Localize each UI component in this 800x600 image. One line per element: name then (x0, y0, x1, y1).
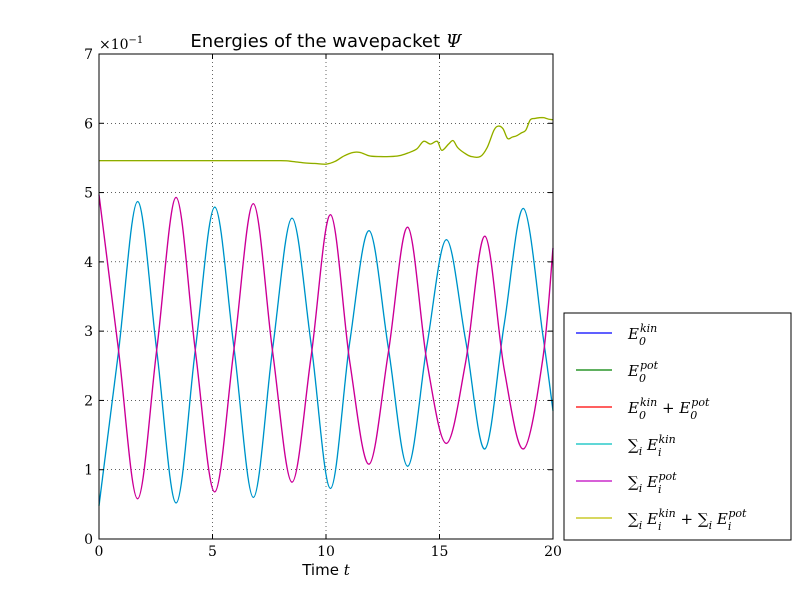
chart-title-symbol: Ψ (446, 31, 463, 52)
y-tick-label: 7 (84, 47, 93, 63)
axis-ticks: 0 5 10 15 20 0 1 2 3 4 5 6 7 (84, 47, 562, 560)
legend-box (563, 312, 792, 541)
y-tick-label: 3 (84, 324, 93, 340)
legend: E0kin E0pot E0kin + E0pot ∑i Eikin ∑i Ei… (563, 312, 792, 541)
x-axis-label-text: Time (301, 561, 343, 579)
x-tick-label: 5 (208, 544, 217, 560)
series-line (98, 200, 554, 506)
x-tick-label: 20 (544, 544, 562, 560)
x-axis-label-var: t (344, 561, 351, 579)
y-scale-factor: ×10−1 (99, 35, 143, 53)
series-line (98, 116, 554, 165)
y-scale-base: ×10 (99, 37, 129, 53)
plot-lines (98, 116, 554, 506)
y-tick-label: 5 (84, 186, 93, 202)
legend-label-sum-pot: ∑i Eipot (628, 470, 677, 496)
x-tick-label: 10 (317, 544, 335, 560)
grid (99, 54, 553, 539)
series-line-overlay (98, 117, 554, 165)
y-tick-label: 6 (84, 116, 93, 132)
legend-label-sum-kin: ∑i Eikin (628, 433, 676, 459)
x-axis-label: Time t (301, 561, 350, 579)
legend-label-total: ∑i Eikin + ∑i Eipot (628, 507, 747, 533)
series-line (98, 194, 554, 500)
series-line-overlay (98, 194, 554, 500)
series-line-overlay (98, 201, 554, 506)
x-tick-label: 15 (431, 544, 449, 560)
y-tick-label: 2 (84, 393, 93, 409)
y-tick-label: 4 (84, 255, 93, 271)
y-tick-label: 1 (84, 463, 93, 479)
y-tick-label: 0 (84, 532, 93, 548)
chart-title-text: Energies of the wavepacket (190, 31, 445, 52)
x-tick-label: 0 (95, 544, 104, 560)
y-scale-exponent: −1 (129, 35, 144, 46)
chart-title: Energies of the wavepacket Ψ (190, 31, 462, 52)
